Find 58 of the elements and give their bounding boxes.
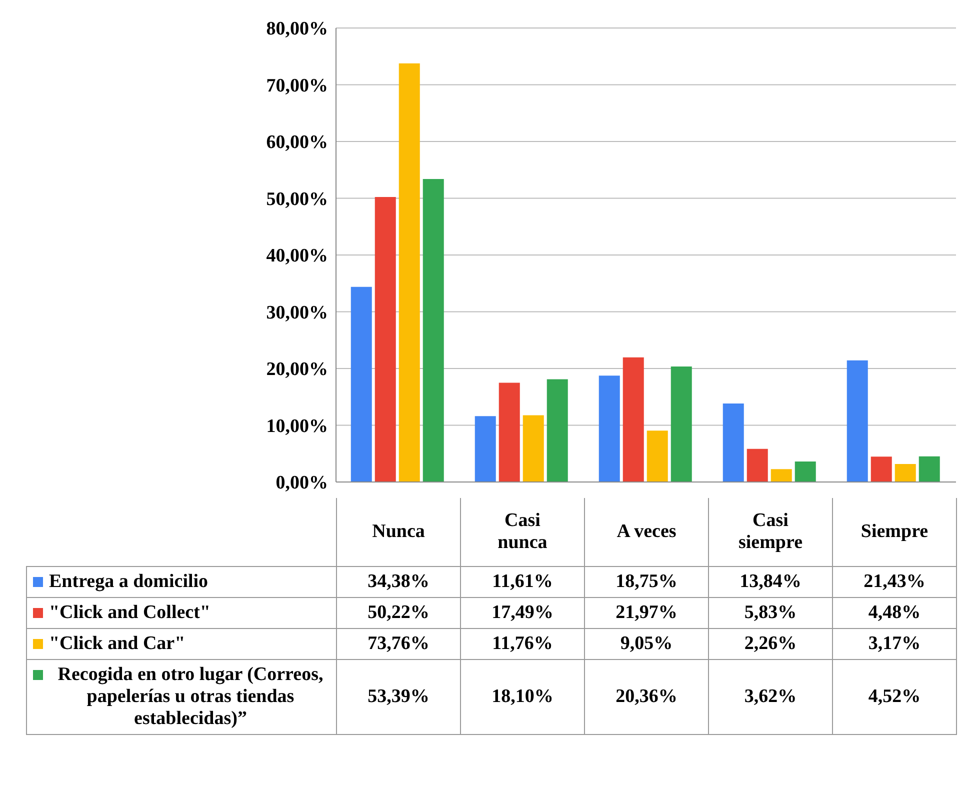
data-label: 9,05% <box>584 628 708 660</box>
data-label: 34,38% <box>336 566 460 598</box>
bar <box>794 461 816 482</box>
data-label: 3,17% <box>832 628 956 660</box>
y-tick-label: 50,00% <box>266 188 328 210</box>
y-tick-label: 70,00% <box>266 75 328 96</box>
bar <box>350 286 372 482</box>
data-label: 21,97% <box>584 598 708 628</box>
x-tick-label: Siempre <box>832 498 956 566</box>
data-label: 11,61% <box>460 566 584 598</box>
legend-label: "Click and Collect" <box>49 602 212 624</box>
bar <box>670 366 692 482</box>
data-label: 17,49% <box>460 598 584 628</box>
y-tick-label: 10,00% <box>266 416 328 437</box>
bar <box>498 382 520 482</box>
y-tick-label: 30,00% <box>266 302 328 324</box>
bar <box>870 456 892 482</box>
data-label: 2,26% <box>708 628 832 660</box>
x-tick-label: Casi nunca <box>460 498 584 566</box>
legend-label: Recogida en otro lugar (Correos, papelerías u otras tiendas establecidas)” <box>56 664 324 730</box>
data-label: 13,84% <box>708 566 832 598</box>
bar <box>622 357 644 482</box>
bar <box>894 464 916 482</box>
data-label: 20,36% <box>584 660 708 734</box>
data-label: 3,62% <box>708 660 832 734</box>
data-label: 73,76% <box>336 628 460 660</box>
legend-label: Entrega a domicilio <box>49 571 210 593</box>
x-tick-label: Nunca <box>336 498 460 566</box>
bar <box>746 448 768 482</box>
data-label: 53,39% <box>336 660 460 734</box>
bar <box>546 379 568 482</box>
y-tick-label: 60,00% <box>266 132 328 154</box>
data-label: 11,76% <box>460 628 584 660</box>
y-tick-label: 0,00% <box>276 472 328 494</box>
y-tick-label: 20,00% <box>266 359 328 380</box>
bar <box>722 403 744 482</box>
data-label: 21,43% <box>832 566 956 598</box>
y-tick-label: 80,00% <box>266 18 328 40</box>
bar <box>474 416 496 482</box>
bar <box>398 63 420 482</box>
bar <box>770 469 792 482</box>
bar <box>422 179 444 482</box>
data-label: 18,10% <box>460 660 584 734</box>
bar <box>846 360 868 482</box>
bar <box>374 197 396 482</box>
legend-label: "Click and Car" <box>49 633 186 655</box>
bar <box>522 415 544 482</box>
x-tick-label: A veces <box>584 498 708 566</box>
data-label: 50,22% <box>336 598 460 628</box>
bar <box>918 456 940 482</box>
data-label: 4,52% <box>832 660 956 734</box>
data-label: 18,75% <box>584 566 708 598</box>
data-label: 5,83% <box>708 598 832 628</box>
bar <box>598 376 620 482</box>
y-tick-label: 40,00% <box>266 246 328 267</box>
bar <box>646 430 668 482</box>
data-label: 4,48% <box>832 598 956 628</box>
x-tick-label: Casi siempre <box>708 498 832 566</box>
